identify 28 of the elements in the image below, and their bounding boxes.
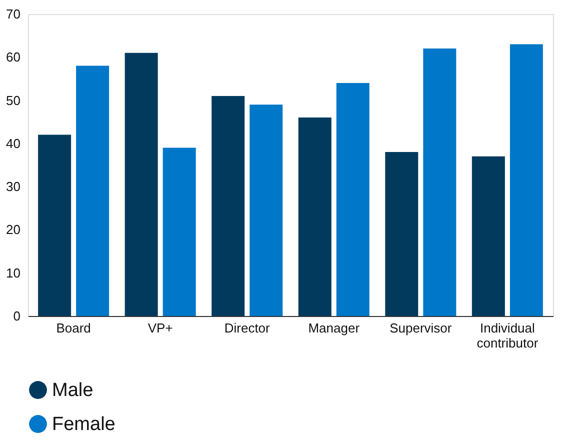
- x-tick-label: Board: [56, 320, 91, 336]
- bar: [385, 152, 418, 316]
- y-tick-label: 60: [6, 50, 20, 65]
- x-tick-label: Manager: [308, 320, 360, 336]
- bar: [212, 96, 245, 316]
- x-tick-label: Individual contributor: [476, 320, 539, 350]
- y-tick-label: 70: [6, 6, 20, 22]
- legend-label: Male: [52, 380, 94, 401]
- y-tick-label: 30: [6, 179, 20, 194]
- bar: [76, 66, 110, 316]
- x-tick-label: Supervisor: [390, 320, 452, 336]
- bar: [38, 134, 72, 316]
- y-tick-label: 0: [13, 308, 20, 324]
- y-tick-label: 20: [6, 222, 20, 238]
- bar: [298, 118, 332, 316]
- y-tick-label: 50: [6, 92, 20, 108]
- bar: [162, 148, 196, 316]
- bar: [250, 104, 283, 316]
- x-tick-label: Director: [224, 320, 271, 336]
- bar: [124, 52, 158, 316]
- bar: [336, 83, 370, 316]
- bar: [472, 156, 505, 316]
- bar: [510, 44, 543, 316]
- y-tick-label: 40: [6, 136, 20, 151]
- bar: [423, 48, 456, 316]
- legend-label: Female: [52, 414, 116, 435]
- y-tick-label: 10: [6, 265, 20, 280]
- x-tick-label: VP+: [148, 320, 173, 336]
